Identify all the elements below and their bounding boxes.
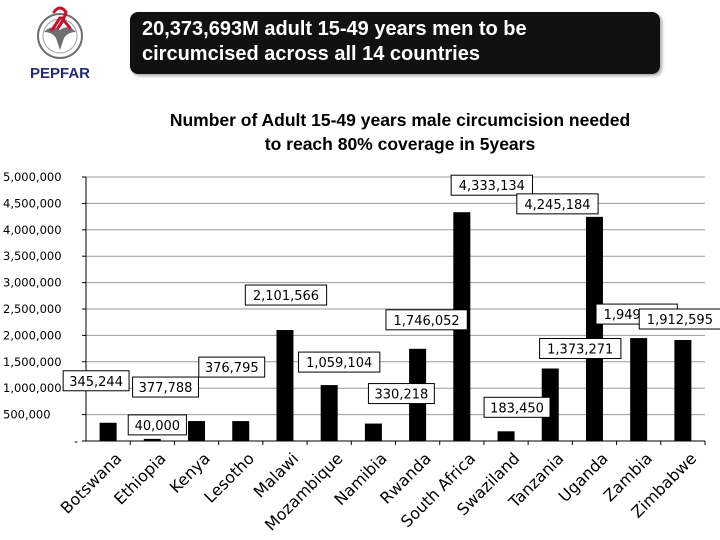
data-label: 376,795 <box>205 361 259 376</box>
data-label-box <box>127 414 187 436</box>
bar <box>630 338 648 441</box>
bar <box>143 438 161 441</box>
bar <box>188 421 206 441</box>
bar <box>585 216 603 441</box>
y-tick-label: - <box>74 434 78 448</box>
y-tick-label: 4,000,000 <box>3 223 62 237</box>
y-tick-label: 1,000,000 <box>3 381 62 395</box>
data-label-box <box>244 284 328 306</box>
chart-title: Number of Adult 15-49 years male circumc… <box>100 108 700 156</box>
red-ribbon-icon <box>50 6 72 32</box>
data-label: 330,218 <box>375 388 429 403</box>
headline-line-1: 20,373,693M adult 15-49 years men to be <box>142 18 527 40</box>
data-label: 4,333,134 <box>459 179 525 194</box>
data-label-box <box>367 383 435 405</box>
data-label: 1,373,271 <box>547 342 613 357</box>
y-tick-label: 2,000,000 <box>3 328 62 342</box>
category-label: Botswana <box>57 449 126 518</box>
y-tick-label: 2,500,000 <box>3 302 62 316</box>
data-label-box <box>638 308 720 330</box>
bar <box>320 385 338 441</box>
data-label: 1,912,595 <box>647 313 713 328</box>
headline-banner: 20,373,693M adult 15-49 years men to be … <box>130 12 660 74</box>
data-label: 2,101,566 <box>253 289 319 304</box>
logo-text: PEPFAR <box>30 65 90 82</box>
y-tick-label: 3,000,000 <box>3 276 62 290</box>
y-tick-label: 3,500,000 <box>3 249 62 263</box>
data-label-box <box>450 174 533 196</box>
data-label-box <box>516 193 599 215</box>
headline-line-2: circumcised across all 14 countries <box>142 43 480 65</box>
data-label: 1,059,104 <box>306 356 372 371</box>
data-label: 4,245,184 <box>524 198 590 213</box>
y-tick-label: 4,500,000 <box>3 196 62 210</box>
data-label-box <box>198 356 266 378</box>
bar <box>674 340 692 441</box>
chart-title-line-2: to reach 80% coverage in 5years <box>264 134 536 154</box>
data-label-box <box>483 396 551 418</box>
data-label: 1,746,052 <box>394 314 460 329</box>
data-label: 183,450 <box>490 401 544 416</box>
data-label: 377,788 <box>139 381 193 396</box>
bar <box>364 423 382 441</box>
pepfar-logo: PEPFAR <box>30 6 90 82</box>
bar <box>497 431 515 441</box>
bar <box>232 421 250 441</box>
eagle-icon <box>44 27 76 50</box>
y-tick-label: 5,000,000 <box>3 170 62 184</box>
data-label-box <box>539 337 622 359</box>
category-label: Uganda <box>555 449 612 506</box>
bar <box>276 330 294 441</box>
bar <box>99 422 117 441</box>
chart-title-line-1: Number of Adult 15-49 years male circumc… <box>169 110 631 130</box>
data-label: 40,000 <box>135 419 181 434</box>
y-tick-label: 500,000 <box>3 408 51 422</box>
data-label-box <box>132 376 199 398</box>
data-label-box <box>62 370 130 392</box>
y-tick-label: 1,500,000 <box>3 355 62 369</box>
data-label: 345,244 <box>69 375 123 390</box>
data-label-box <box>298 351 381 373</box>
data-label-box <box>385 309 468 331</box>
